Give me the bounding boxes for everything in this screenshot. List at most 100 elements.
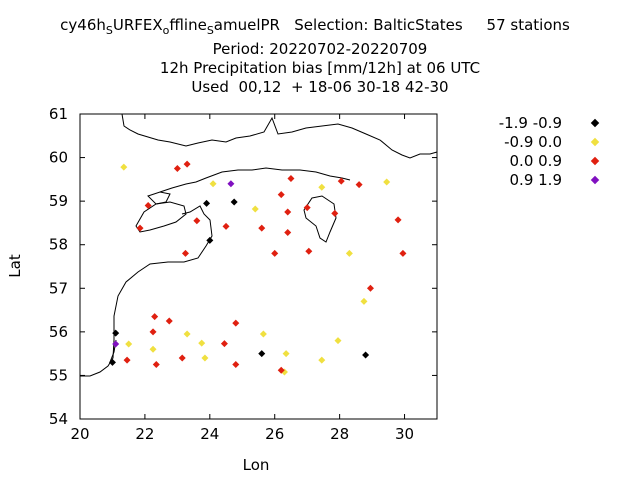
station-marker (399, 249, 407, 257)
x-tick-label: 22 (135, 425, 154, 443)
island-saaremaa (135, 201, 187, 233)
station-marker (112, 329, 120, 337)
legend-label: 0.9 1.9 (509, 171, 562, 189)
y-tick-label: 60 (49, 149, 68, 167)
station-marker (203, 199, 211, 207)
station-marker (394, 216, 402, 224)
station-marker (287, 174, 295, 182)
title-line-4: Used 00,12 + 18-06 30-18 42-30 (191, 78, 449, 96)
station-marker (232, 361, 240, 369)
station-marker (305, 247, 313, 255)
station-marker (284, 229, 292, 237)
station-marker (360, 297, 368, 305)
x-tick-label: 30 (395, 425, 414, 443)
title-sub-2: o (162, 24, 170, 37)
y-tick-label: 57 (49, 279, 68, 297)
title-sub-1: S (105, 24, 113, 37)
station-marker (149, 345, 157, 353)
legend-marker (590, 175, 600, 185)
station-marker (222, 222, 230, 230)
station-marker (108, 358, 116, 366)
station-marker (277, 191, 285, 199)
station-marker (366, 284, 374, 292)
station-marker (123, 356, 131, 364)
y-axis-label: Lat (6, 254, 24, 278)
station-marker (125, 340, 133, 348)
station-marker (331, 209, 339, 217)
station-marker (183, 160, 191, 168)
chart-title: cy46hSURFEXofflineSamuelPR Selection: Ba… (0, 16, 640, 97)
station-marker (334, 337, 342, 345)
station-marker (337, 177, 345, 185)
axis-tick-labels: 20 22 24 26 28 30 54 55 56 57 58 59 60 61 (49, 105, 414, 443)
station-marker (112, 340, 120, 348)
x-tick-label: 20 (70, 425, 89, 443)
station-markers (108, 160, 407, 376)
station-marker (206, 236, 214, 244)
legend-entry: 0.9 1.9 (470, 171, 620, 190)
station-marker (258, 350, 266, 358)
legend-entry: 0.0 0.9 (470, 152, 620, 171)
title-line-1: cy46hSURFEXofflineSamuelPR Selection: Ba… (0, 16, 640, 40)
station-marker (232, 319, 240, 327)
station-marker (220, 340, 228, 348)
station-marker (318, 183, 326, 191)
station-marker (345, 249, 353, 257)
station-marker (193, 217, 201, 225)
title-run-1: cy46h (60, 16, 106, 34)
station-marker (201, 354, 209, 362)
title-run-3: ffline (169, 16, 207, 34)
legend-label: -1.9 -0.9 (498, 114, 562, 132)
station-marker (152, 361, 160, 369)
station-marker (144, 202, 152, 209)
station-marker (258, 224, 266, 232)
legend-label: 0.0 0.9 (509, 152, 562, 170)
title-run-2: URFEX (112, 16, 163, 34)
y-tick-label: 55 (49, 366, 68, 384)
coastline-estonia (159, 167, 351, 193)
y-tick-label: 61 (49, 105, 68, 123)
station-marker (251, 205, 259, 213)
station-marker (151, 313, 159, 321)
x-tick-label: 28 (330, 425, 349, 443)
legend: -1.9 -0.9 -0.9 0.0 0.0 0.9 0.9 1.9 (470, 114, 620, 190)
station-marker (303, 204, 311, 212)
station-marker (120, 163, 128, 171)
title-line-3: 12h Precipitation bias [mm/12h] at 06 UT… (159, 59, 481, 77)
station-marker (149, 328, 157, 336)
lake-peipus (303, 195, 337, 243)
plot-frame (79, 113, 438, 420)
island-hiiumaa (147, 191, 171, 205)
title-sub-3: S (206, 24, 214, 37)
station-marker (284, 208, 292, 216)
coastline-finland (121, 113, 438, 159)
station-marker (383, 178, 391, 186)
station-marker (183, 330, 191, 338)
y-tick-label: 59 (49, 192, 68, 210)
station-marker (136, 224, 144, 232)
legend-marker (590, 118, 600, 128)
station-marker (165, 317, 173, 325)
x-axis-label: Lon (243, 456, 270, 474)
station-marker (181, 249, 189, 257)
axis-ticks (79, 113, 437, 420)
station-marker (209, 180, 217, 188)
station-marker (362, 351, 370, 359)
title-run-4: amuelPR Selection: BalticStates 57 stati… (213, 16, 570, 34)
legend-marker (590, 156, 600, 166)
station-marker (259, 330, 267, 338)
station-marker (277, 366, 285, 374)
station-marker (271, 249, 279, 257)
station-marker (318, 356, 326, 364)
y-tick-label: 58 (49, 236, 68, 254)
y-tick-label: 54 (49, 410, 68, 428)
station-marker (198, 339, 206, 347)
x-tick-label: 26 (265, 425, 284, 443)
station-marker (282, 350, 290, 358)
legend-marker (590, 137, 600, 147)
station-marker (173, 164, 181, 172)
station-marker (230, 198, 238, 206)
station-marker (355, 181, 363, 189)
legend-entry: -1.9 -0.9 (470, 114, 620, 133)
